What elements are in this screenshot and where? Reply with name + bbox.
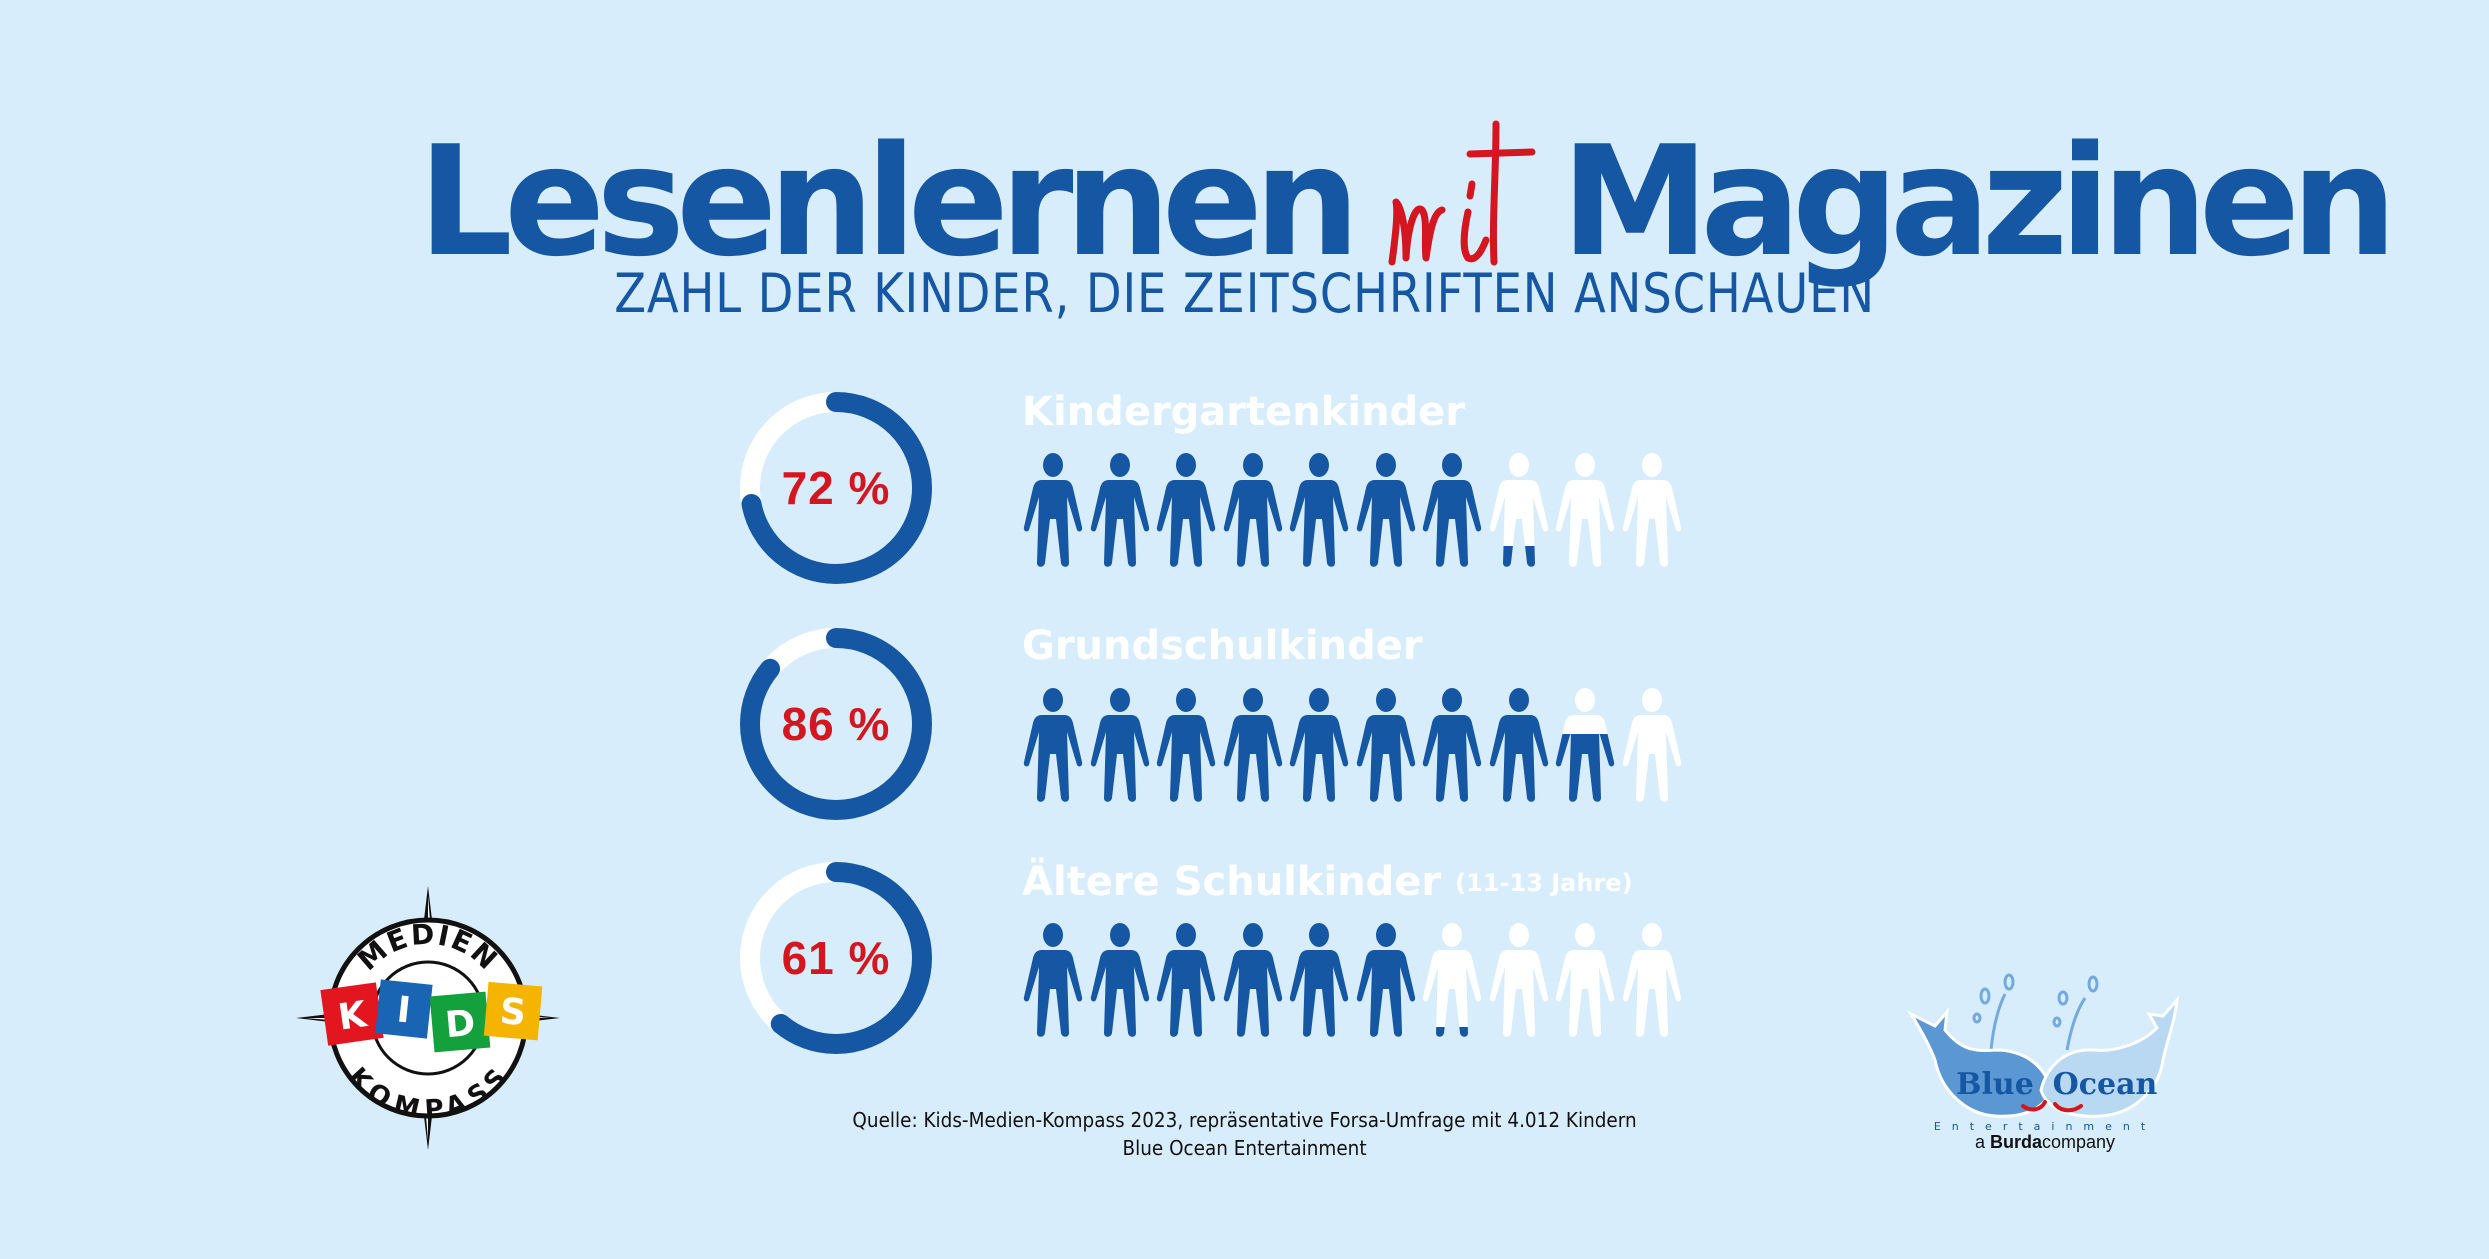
person-icon-empty: [1622, 923, 1681, 1037]
person-icon: [1223, 453, 1282, 567]
person-icon: [1356, 923, 1415, 1037]
blue-ocean-logo: Blue Ocean Entertainment a Burdacompany: [1905, 970, 2185, 1160]
person-icon: [1223, 688, 1282, 802]
burda-company-text: a Burdacompany: [1905, 1132, 2185, 1153]
person-icon: [1356, 453, 1415, 567]
person-icon: [1090, 688, 1149, 802]
pictograph-kindergarten: [1022, 453, 1683, 569]
svg-text:Entertainment: Entertainment: [1934, 1120, 2156, 1133]
person-icon: [1156, 453, 1216, 567]
row-label-kindergarten: Kindergartenkinder: [1022, 392, 1465, 432]
person-icon: [1223, 923, 1282, 1037]
svg-text:Ocean: Ocean: [2053, 1067, 2158, 1102]
company-prefix: a: [1974, 1132, 1985, 1152]
row-label-text: Grundschulkinder: [1022, 623, 1423, 669]
donut-chart-kindergarten: 72 %: [736, 388, 936, 588]
source-line-2: Blue Ocean Entertainment: [1122, 1136, 1367, 1160]
person-icon: [1422, 453, 1482, 567]
whale-right-icon: [2039, 995, 2179, 1118]
percent-value: 86 %: [781, 698, 891, 750]
person-icon: [1023, 923, 1083, 1037]
donut-chart-aeltere: 61 %: [736, 858, 936, 1058]
person-icon-partial: [1422, 923, 1482, 1037]
row-label-text: Ältere Schulkinder: [1022, 859, 1442, 905]
page-title: Lesenlernen Magazinen: [418, 78, 2406, 278]
person-icon: [1489, 688, 1548, 802]
person-icon: [1289, 453, 1349, 567]
svg-text:D: D: [444, 1003, 477, 1046]
person-icon-empty: [1622, 688, 1681, 802]
person-icon-empty: [1555, 923, 1615, 1037]
company-name: Burda: [1989, 1132, 2042, 1152]
person-icon: [1356, 688, 1415, 802]
pictograph-grundschule: [1022, 688, 1683, 804]
water-spout-icon: [1972, 973, 2099, 1051]
person-icon-empty: [1489, 923, 1548, 1037]
person-icon-empty: [1622, 453, 1681, 567]
person-icon: [1156, 923, 1216, 1037]
title-word-lesenlernen: Lesenlernen: [418, 113, 1360, 290]
person-icon: [1090, 923, 1149, 1037]
person-icon: [1289, 923, 1349, 1037]
svg-text:I: I: [395, 989, 413, 1031]
source-line-1: Quelle: Kids-Medien-Kompass 2023, repräs…: [852, 1108, 1637, 1132]
person-icon: [1422, 688, 1482, 802]
person-icon: [1289, 688, 1349, 802]
person-icon: [1023, 453, 1083, 567]
svg-text:S: S: [498, 991, 527, 1034]
person-icon-empty: [1555, 453, 1615, 567]
svg-text:Blue: Blue: [1956, 1067, 2034, 1102]
source-note: Quelle: Kids-Medien-Kompass 2023, repräs…: [100, 1106, 2390, 1162]
row-label-aeltere: Ältere Schulkinder (11-13 Jahre): [1022, 862, 1633, 902]
person-icon: [1023, 688, 1083, 802]
row-sublabel: (11-13 Jahre): [1455, 869, 1633, 897]
row-label-text: Kindergartenkinder: [1022, 389, 1466, 435]
company-suffix: company: [2042, 1132, 2116, 1152]
person-icon: [1090, 453, 1149, 567]
percent-value: 72 %: [781, 462, 891, 514]
kids-medien-kompass-logo: MEDIEN KOMPASS K I D S: [292, 882, 564, 1154]
percent-value: 61 %: [781, 932, 891, 984]
pictograph-aeltere: [1022, 923, 1683, 1039]
page-subtitle: ZAHL DER KINDER, DIE ZEITSCHRIFTEN ANSCH…: [614, 262, 1875, 325]
person-icon-partial: [1489, 453, 1548, 567]
title-word-mit: [1372, 112, 1557, 282]
person-icon-partial: [1555, 688, 1615, 802]
person-icon: [1156, 688, 1216, 802]
row-label-grundschule: Grundschulkinder: [1022, 626, 1423, 666]
donut-chart-grundschule: 86 %: [736, 624, 936, 824]
title-word-magazinen: Magazinen: [1561, 113, 2397, 290]
